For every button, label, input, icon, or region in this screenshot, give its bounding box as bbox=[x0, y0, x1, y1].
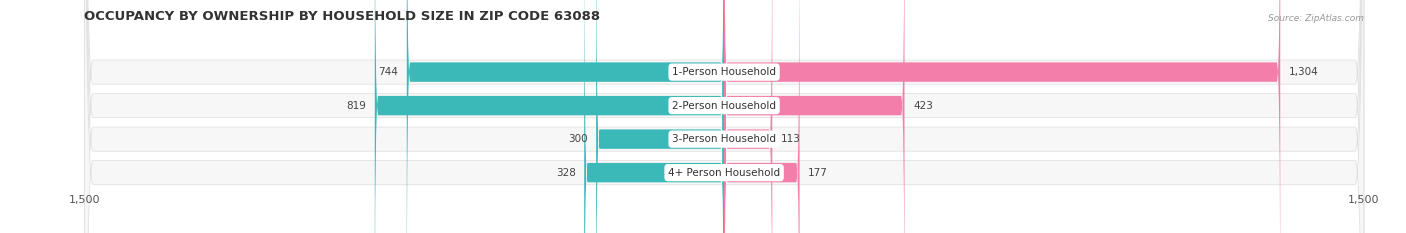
Text: Source: ZipAtlas.com: Source: ZipAtlas.com bbox=[1268, 14, 1364, 23]
FancyBboxPatch shape bbox=[596, 0, 724, 233]
Text: 328: 328 bbox=[555, 168, 575, 178]
FancyBboxPatch shape bbox=[724, 0, 800, 233]
FancyBboxPatch shape bbox=[84, 0, 1364, 233]
FancyBboxPatch shape bbox=[724, 0, 904, 233]
Text: 744: 744 bbox=[378, 67, 398, 77]
FancyBboxPatch shape bbox=[84, 0, 1364, 233]
Text: 113: 113 bbox=[780, 134, 800, 144]
FancyBboxPatch shape bbox=[84, 0, 1364, 233]
Text: 1,304: 1,304 bbox=[1289, 67, 1319, 77]
Text: 423: 423 bbox=[912, 101, 934, 111]
Text: 300: 300 bbox=[568, 134, 588, 144]
Text: OCCUPANCY BY OWNERSHIP BY HOUSEHOLD SIZE IN ZIP CODE 63088: OCCUPANCY BY OWNERSHIP BY HOUSEHOLD SIZE… bbox=[84, 10, 600, 23]
Text: 177: 177 bbox=[808, 168, 828, 178]
Text: 4+ Person Household: 4+ Person Household bbox=[668, 168, 780, 178]
FancyBboxPatch shape bbox=[375, 0, 724, 233]
Text: 819: 819 bbox=[346, 101, 367, 111]
FancyBboxPatch shape bbox=[724, 0, 1281, 233]
Text: 2-Person Household: 2-Person Household bbox=[672, 101, 776, 111]
Text: 1-Person Household: 1-Person Household bbox=[672, 67, 776, 77]
FancyBboxPatch shape bbox=[585, 0, 724, 233]
Text: 3-Person Household: 3-Person Household bbox=[672, 134, 776, 144]
Legend: Owner-occupied, Renter-occupied: Owner-occupied, Renter-occupied bbox=[605, 228, 844, 233]
FancyBboxPatch shape bbox=[406, 0, 724, 233]
FancyBboxPatch shape bbox=[724, 0, 772, 233]
FancyBboxPatch shape bbox=[84, 0, 1364, 233]
